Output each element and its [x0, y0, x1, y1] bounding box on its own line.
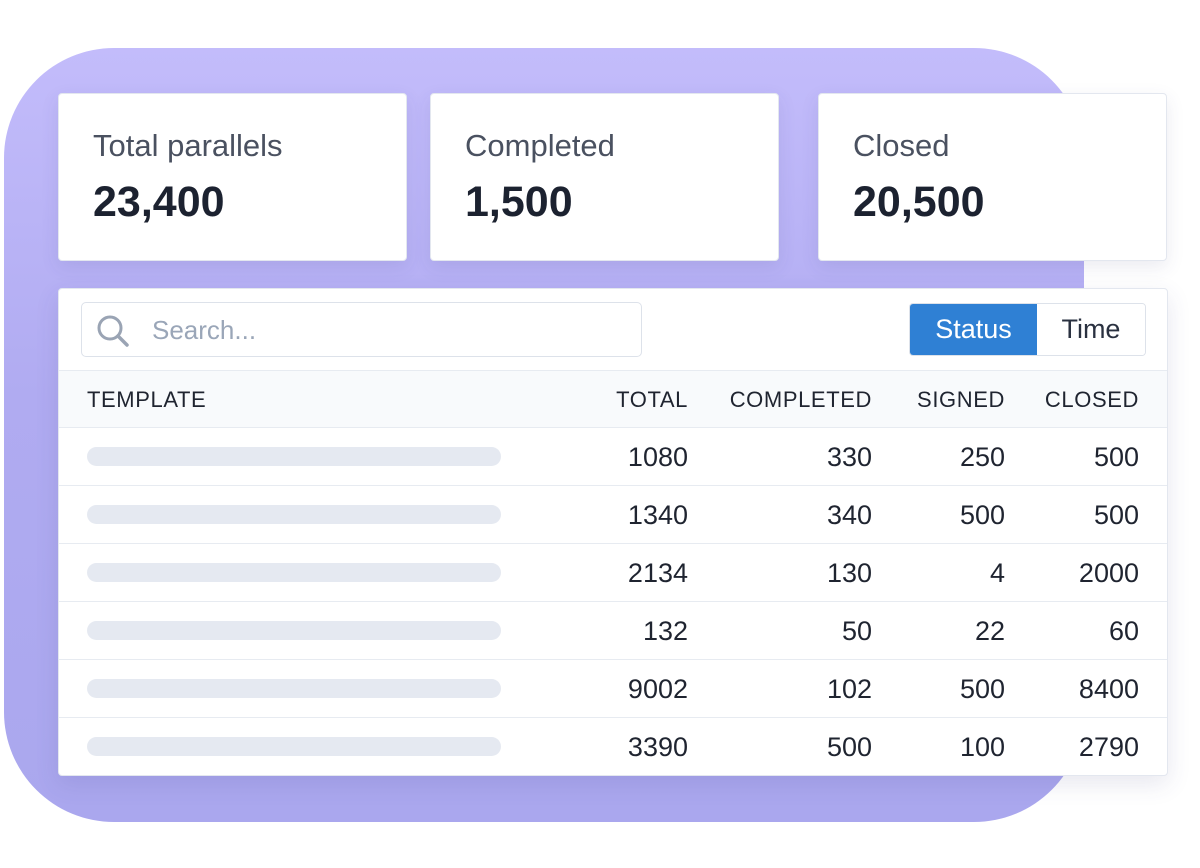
table-body: 1080 330 250 500 1340 340 500 500 2134 1… — [59, 428, 1167, 775]
stat-card-total-parallels: Total parallels 23,400 — [58, 93, 407, 261]
stat-label: Closed — [853, 128, 950, 163]
column-header-closed[interactable]: CLOSED — [1044, 387, 1139, 412]
table-row[interactable]: 2134 130 4 2000 — [59, 544, 1167, 602]
toggle-time-button[interactable]: Time — [1036, 304, 1145, 355]
template-name-placeholder — [87, 563, 501, 582]
table-row[interactable]: 1080 330 250 500 — [59, 428, 1167, 486]
cell-completed: 340 — [826, 500, 872, 530]
column-header-template[interactable]: TEMPLATE — [87, 387, 207, 412]
column-header-total[interactable]: TOTAL — [616, 387, 688, 412]
template-name-placeholder — [87, 447, 501, 466]
cell-closed: 2790 — [1078, 732, 1139, 762]
cell-total: 2134 — [627, 558, 688, 588]
cell-signed: 500 — [959, 500, 1005, 530]
cell-signed: 4 — [989, 558, 1005, 588]
cell-signed: 250 — [959, 442, 1005, 472]
search-box[interactable] — [81, 302, 642, 357]
cell-closed: 60 — [1108, 616, 1139, 646]
stat-value: 23,400 — [93, 178, 225, 226]
search-input[interactable] — [152, 311, 622, 349]
stat-label: Total parallels — [93, 128, 283, 163]
cell-closed: 500 — [1093, 500, 1139, 530]
cell-closed: 500 — [1093, 442, 1139, 472]
view-toggle: Status Time — [909, 303, 1146, 356]
table-row[interactable]: 1340 340 500 500 — [59, 486, 1167, 544]
stat-value: 1,500 — [465, 178, 573, 226]
stat-card-closed: Closed 20,500 — [818, 93, 1167, 261]
table-header: TEMPLATE TOTAL COMPLETED SIGNED CLOSED — [59, 370, 1167, 428]
cell-completed: 50 — [841, 616, 872, 646]
table-row[interactable]: 9002 102 500 8400 — [59, 660, 1167, 718]
template-name-placeholder — [87, 505, 501, 524]
table-row[interactable]: 3390 500 100 2790 — [59, 718, 1167, 775]
stat-card-completed: Completed 1,500 — [430, 93, 779, 261]
templates-panel: Status Time TEMPLATE TOTAL COMPLETED SIG… — [58, 288, 1168, 776]
cell-total: 132 — [642, 616, 688, 646]
toggle-status-button[interactable]: Status — [910, 304, 1037, 355]
cell-total: 3390 — [627, 732, 688, 762]
cell-signed: 22 — [974, 616, 1005, 646]
cell-completed: 102 — [826, 674, 872, 704]
cell-closed: 2000 — [1078, 558, 1139, 588]
template-name-placeholder — [87, 679, 501, 698]
cell-signed: 500 — [959, 674, 1005, 704]
column-header-completed[interactable]: COMPLETED — [729, 387, 872, 412]
table-row[interactable]: 132 50 22 60 — [59, 602, 1167, 660]
cell-total: 9002 — [627, 674, 688, 704]
cell-completed: 130 — [826, 558, 872, 588]
cell-total: 1340 — [627, 500, 688, 530]
template-name-placeholder — [87, 621, 501, 640]
cell-completed: 500 — [826, 732, 872, 762]
template-name-placeholder — [87, 737, 501, 756]
stat-value: 20,500 — [853, 178, 985, 226]
cell-closed: 8400 — [1078, 674, 1139, 704]
search-icon — [97, 315, 129, 347]
stat-label: Completed — [465, 128, 615, 163]
cell-completed: 330 — [826, 442, 872, 472]
column-header-signed[interactable]: SIGNED — [917, 387, 1005, 412]
cell-signed: 100 — [959, 732, 1005, 762]
cell-total: 1080 — [627, 442, 688, 472]
